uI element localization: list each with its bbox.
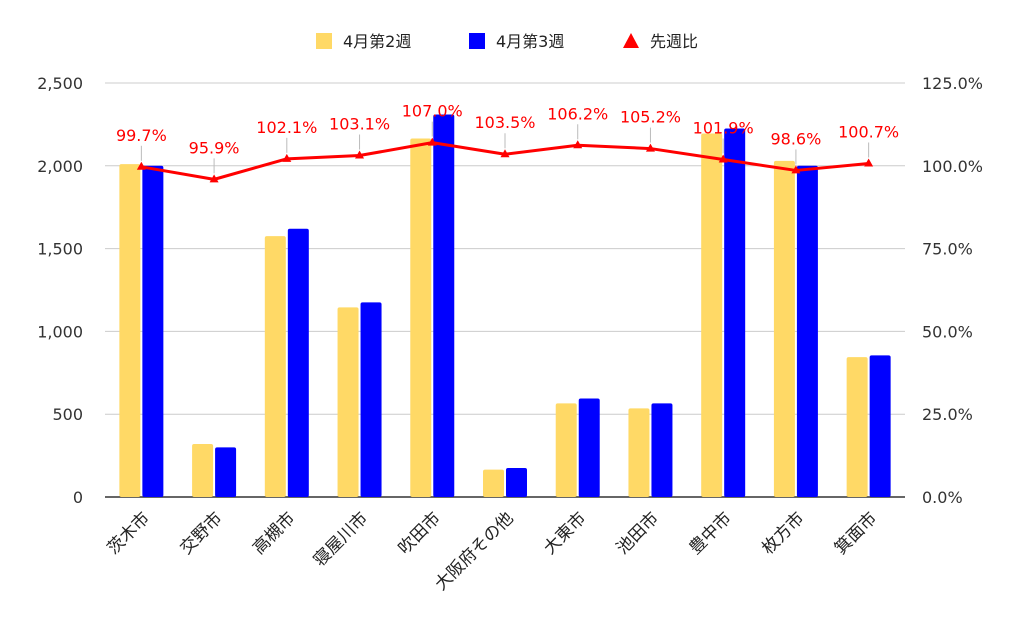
- ratio-data-label: 106.2%: [547, 104, 608, 123]
- y-axis-right: 0.0% 25.0% 50.0% 75.0% 100.0% 125.0%: [922, 74, 983, 507]
- bar-week2: [773, 160, 795, 497]
- x-category-label: 交野市: [176, 508, 226, 558]
- bar-week3: [433, 114, 455, 498]
- ratio-data-label: 98.6%: [770, 129, 821, 148]
- bar-week2: [337, 307, 359, 497]
- x-category-label: 大東市: [540, 508, 590, 558]
- bars: [119, 114, 891, 498]
- ratio-point-marker: [791, 165, 801, 174]
- bar-week3: [360, 302, 382, 497]
- y-left-tick-label: 0: [73, 488, 83, 507]
- legend: 4月第2週 4月第3週 先週比: [316, 32, 698, 51]
- bar-week2: [701, 133, 723, 497]
- x-category-label: 寝屋川市: [309, 508, 372, 571]
- x-category-label: 茨木市: [104, 508, 154, 558]
- bar-week3: [796, 165, 818, 498]
- bar-week3: [724, 128, 746, 498]
- bar-week2: [264, 236, 286, 497]
- ratio-point-marker: [282, 153, 292, 162]
- ratio-point-marker: [209, 174, 219, 183]
- ratio-data-label: 100.7%: [838, 122, 899, 141]
- ratio-point-marker: [136, 161, 146, 170]
- bar-week3: [578, 398, 600, 497]
- ratio-point-marker: [864, 158, 874, 167]
- x-category-label: 大阪府その他: [431, 508, 517, 594]
- ratio-data-label: 99.7%: [116, 126, 167, 145]
- ratio-data-label: 101.9%: [693, 119, 754, 138]
- bar-week2: [555, 403, 577, 497]
- bar-week2: [410, 138, 432, 497]
- bar-week3: [651, 403, 673, 497]
- gridlines: [105, 82, 905, 498]
- y-right-tick-label: 25.0%: [922, 405, 973, 424]
- ratio-data-label: 102.1%: [256, 118, 317, 137]
- legend-swatch-week3: [469, 33, 485, 49]
- y-left-tick-label: 1,500: [37, 240, 83, 259]
- ratio-data-label: 105.2%: [620, 108, 681, 127]
- bar-week2: [846, 357, 868, 497]
- legend-label-week2: 4月第2週: [343, 32, 411, 51]
- ratio-data-label: 103.5%: [474, 113, 535, 132]
- y-right-tick-label: 0.0%: [922, 488, 963, 507]
- bar-week2: [192, 444, 214, 497]
- legend-label-ratio: 先週比: [650, 32, 698, 51]
- ratio-line: 99.7% 95.9% 102.1% 103.1% 107.0% 103.5% 106.2%…: [116, 102, 899, 183]
- ratio-point-marker: [500, 149, 510, 158]
- bar-week3: [287, 228, 309, 497]
- y-right-tick-label: 100.0%: [922, 157, 983, 176]
- x-category-label: 豊中市: [686, 508, 736, 558]
- y-axis-left: 0 500 1,000 1,500 2,000 2,500: [37, 74, 83, 507]
- y-right-tick-label: 125.0%: [922, 74, 983, 93]
- ratio-point-marker: [427, 137, 437, 146]
- y-left-tick-label: 2,500: [37, 74, 83, 93]
- ratio-point-marker: [718, 154, 728, 163]
- bar-week3: [869, 355, 891, 497]
- x-category-label: 箕面市: [831, 508, 881, 558]
- y-right-tick-label: 50.0%: [922, 322, 973, 341]
- ratio-point-marker: [645, 143, 655, 152]
- legend-marker-ratio: [623, 33, 639, 48]
- bar-week3: [142, 165, 164, 498]
- legend-label-week3: 4月第3週: [496, 32, 564, 51]
- ratio-data-label: 95.9%: [189, 138, 240, 157]
- x-category-label: 吹田市: [395, 508, 445, 558]
- bar-week2: [628, 408, 650, 497]
- ratio-data-label: 103.1%: [329, 115, 390, 134]
- y-left-tick-label: 500: [52, 405, 83, 424]
- y-left-tick-label: 1,000: [37, 322, 83, 341]
- y-left-tick-label: 2,000: [37, 157, 83, 176]
- y-right-tick-label: 75.0%: [922, 240, 973, 259]
- ratio-data-label: 107.0%: [402, 102, 463, 121]
- ratio-point-marker: [355, 150, 365, 159]
- x-category-label: 高槻市: [249, 508, 299, 558]
- x-category-label: 池田市: [613, 508, 663, 558]
- bar-week2: [119, 164, 141, 498]
- ratio-point-marker: [573, 140, 583, 149]
- bar-week3: [506, 468, 527, 497]
- bar-week2: [483, 469, 504, 497]
- bar-week3: [215, 447, 237, 497]
- legend-swatch-week2: [316, 33, 332, 49]
- x-category-label: 枚方市: [758, 508, 808, 558]
